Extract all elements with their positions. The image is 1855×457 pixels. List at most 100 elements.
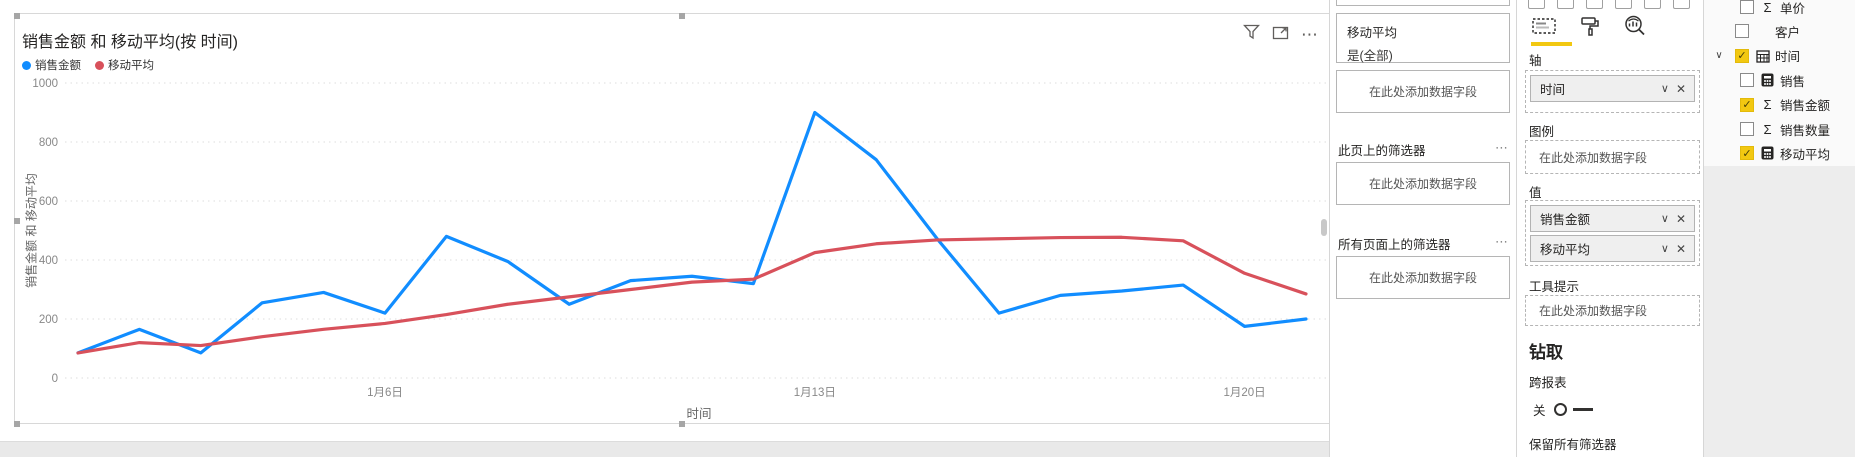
- y-tick-label: 0: [52, 373, 58, 385]
- filter-funnel-icon[interactable]: [1243, 24, 1260, 45]
- field-item-销售金额[interactable]: ✓ Σ 销售金额: [1704, 93, 1855, 117]
- y-tick-label: 400: [39, 255, 58, 267]
- canvas-vertical-scrollbar[interactable]: [1321, 219, 1327, 236]
- field-chip-label: 移动平均: [1540, 243, 1591, 257]
- chevron-down-icon[interactable]: ∨: [1660, 213, 1669, 225]
- axis-well-label: 轴: [1529, 54, 1542, 68]
- all-pages-filters-header: 所有页面上的筛选器 ⋯: [1338, 234, 1508, 253]
- y-tick-label: 800: [39, 137, 58, 149]
- axis-field-well[interactable]: 时间 ∨ ✕: [1525, 70, 1700, 113]
- resize-handle[interactable]: [679, 421, 685, 427]
- visual-type-icon[interactable]: [1673, 0, 1690, 9]
- field-checkbox[interactable]: [1740, 122, 1754, 136]
- all-pages-filters-more-icon[interactable]: ⋯: [1495, 234, 1508, 249]
- chart-title: 销售金额 和 移动平均(按 时间): [22, 34, 238, 51]
- remove-field-icon[interactable]: ✕: [1675, 211, 1686, 226]
- y-tick-label: 600: [39, 196, 58, 208]
- keep-filters-label: 保留所有筛选器: [1529, 438, 1617, 452]
- legend-item: 销售金额: [22, 57, 81, 73]
- chevron-down-icon[interactable]: ∨: [1660, 243, 1669, 255]
- fields-pane: Σ 单价 客户 ∨ ✓ 时间 销售 ✓ Σ 销售金额 Σ 销售数量 ✓ 移动平均: [1704, 0, 1855, 457]
- x-tick-label: 1月6日: [367, 387, 403, 399]
- x-tick-label: 1月13日: [794, 387, 836, 399]
- legend-label: 销售金额: [35, 60, 81, 72]
- field-checkbox[interactable]: [1735, 24, 1749, 39]
- field-label: 时间: [1775, 50, 1801, 65]
- field-checkbox[interactable]: [1740, 0, 1754, 14]
- field-item-移动平均[interactable]: ✓ 移动平均: [1704, 141, 1855, 165]
- field-checkbox[interactable]: [1740, 73, 1754, 88]
- toggle-off-switch[interactable]: [1553, 403, 1567, 416]
- field-item-单价[interactable]: Σ 单价: [1704, 0, 1855, 19]
- field-chip-销售金额[interactable]: 销售金额 ∨ ✕: [1530, 205, 1695, 232]
- canvas-bottom-strip: [0, 441, 1329, 457]
- field-item-销售数量[interactable]: Σ 销售数量: [1704, 117, 1855, 141]
- values-well-label: 值: [1529, 186, 1542, 200]
- field-item-客户[interactable]: 客户: [1704, 19, 1855, 43]
- page-filter-drop-area[interactable]: 在此处添加数据字段: [1336, 162, 1510, 205]
- resize-handle[interactable]: [14, 218, 20, 224]
- chart-legend: 销售金额 移动平均: [22, 57, 154, 73]
- visual-type-icon[interactable]: [1615, 0, 1632, 9]
- fields-tab-icon[interactable]: [1531, 16, 1557, 41]
- report-canvas[interactable]: ⋯ 销售金额 和 移动平均(按 时间) 销售金额 移动平均 0 200 400 600 8…: [0, 0, 1347, 457]
- tooltip-field-well[interactable]: 在此处添加数据字段: [1525, 295, 1700, 326]
- expand-chevron-icon[interactable]: ∨: [1715, 50, 1723, 62]
- field-item-销售[interactable]: 销售: [1704, 68, 1855, 92]
- legend-marker-icon: [95, 60, 104, 70]
- more-options-icon[interactable]: ⋯: [1301, 24, 1319, 44]
- legend-item: 移动平均: [95, 57, 154, 73]
- calc-icon: [1759, 146, 1776, 160]
- pane-separator: [1516, 0, 1517, 457]
- chevron-down-icon[interactable]: ∨: [1660, 83, 1669, 95]
- resize-handle[interactable]: [14, 421, 20, 427]
- field-chip-时间[interactable]: 时间 ∨ ✕: [1530, 75, 1695, 102]
- focus-mode-icon[interactable]: [1272, 25, 1289, 45]
- visual-type-icon[interactable]: [1644, 0, 1661, 9]
- field-chip-label: 时间: [1540, 83, 1566, 97]
- cross-report-label: 跨报表: [1529, 376, 1567, 390]
- series-移动平均[interactable]: [76, 235, 1308, 355]
- visual-type-icon[interactable]: [1557, 0, 1574, 9]
- filter-card-partial[interactable]: [1336, 0, 1510, 6]
- field-label: 销售金额: [1780, 99, 1831, 114]
- filter-card-moving-average[interactable]: 移动平均 是(全部): [1336, 13, 1510, 63]
- legend-field-well[interactable]: 在此处添加数据字段: [1525, 140, 1700, 174]
- pane-separator: [1703, 0, 1704, 457]
- field-item-时间[interactable]: ∨ ✓ 时间: [1704, 44, 1855, 68]
- legend-well-label: 图例: [1529, 125, 1555, 139]
- x-axis-title: 时间: [686, 407, 712, 421]
- page-filters-header: 此页上的筛选器 ⋯: [1338, 140, 1508, 159]
- visual-type-icon[interactable]: [1586, 0, 1603, 9]
- visual-type-icon[interactable]: [1528, 0, 1545, 9]
- remove-field-icon[interactable]: ✕: [1675, 81, 1686, 96]
- analytics-tab-icon[interactable]: [1623, 14, 1647, 43]
- field-checkbox[interactable]: ✓: [1740, 146, 1754, 161]
- visual-filter-drop-area[interactable]: 在此处添加数据字段: [1336, 70, 1510, 113]
- field-label: 销售: [1780, 74, 1806, 89]
- field-chip-移动平均[interactable]: 移动平均 ∨ ✕: [1530, 235, 1695, 262]
- visualizations-pane: 轴 时间 ∨ ✕ 图例 在此处添加数据字段 值 销售金额 ∨ ✕ 移动平均 ∨ ✕ 工具提示 …: [1517, 0, 1704, 457]
- resize-handle[interactable]: [679, 13, 685, 19]
- resize-handle[interactable]: [14, 13, 20, 19]
- field-label: 客户: [1775, 25, 1801, 40]
- calendar-icon: [1754, 49, 1771, 63]
- page-filters-more-icon[interactable]: ⋯: [1495, 140, 1508, 155]
- values-field-well[interactable]: 销售金额 ∨ ✕ 移动平均 ∨ ✕: [1525, 200, 1700, 266]
- field-chip-label: 销售金额: [1540, 213, 1591, 227]
- sigma-icon: Σ: [1763, 0, 1772, 15]
- series-销售金额[interactable]: [76, 110, 1308, 355]
- pane-separator: [1329, 0, 1330, 457]
- field-checkbox[interactable]: ✓: [1735, 48, 1749, 63]
- line-chart-plot[interactable]: 0 200 400 600 800 1000 1月6日 1月13日 1月20日: [0, 0, 1330, 457]
- toggle-track: [1572, 408, 1593, 411]
- calc-icon: [1759, 73, 1776, 87]
- legend-label: 移动平均: [108, 60, 154, 72]
- all-pages-filter-drop-area[interactable]: 在此处添加数据字段: [1336, 256, 1510, 299]
- y-axis-title: 销售金额 和 移动平均: [24, 173, 39, 288]
- field-checkbox[interactable]: ✓: [1740, 97, 1754, 112]
- remove-field-icon[interactable]: ✕: [1675, 241, 1686, 256]
- cross-report-toggle-row: 关: [1533, 400, 1593, 419]
- format-tab-icon[interactable]: [1579, 15, 1601, 42]
